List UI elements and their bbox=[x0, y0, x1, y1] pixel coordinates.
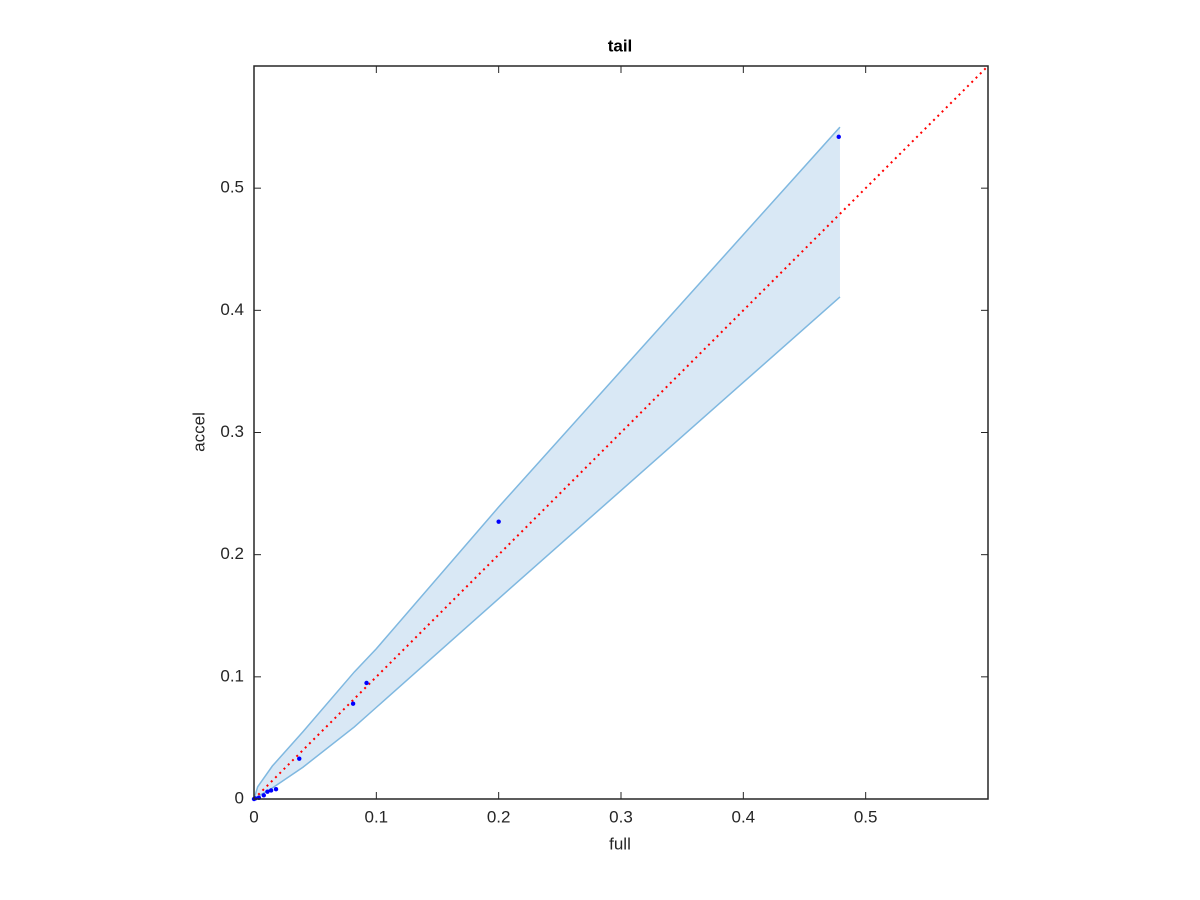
data-point bbox=[265, 789, 270, 794]
x-tick-label: 0.5 bbox=[854, 807, 878, 826]
confidence-band bbox=[254, 127, 840, 800]
data-point bbox=[496, 519, 501, 524]
y-tick-label: 0.1 bbox=[220, 666, 244, 685]
x-tick-label: 0.1 bbox=[365, 807, 389, 826]
x-axis-label: full bbox=[609, 834, 631, 853]
x-tick-label: 0.4 bbox=[732, 807, 756, 826]
band-lower-line bbox=[253, 296, 841, 800]
data-point bbox=[261, 793, 266, 798]
chart-title: tail bbox=[608, 36, 633, 55]
data-point bbox=[268, 788, 274, 793]
band-upper-line bbox=[253, 126, 841, 800]
x-tick-label: 0.3 bbox=[609, 807, 633, 826]
data-point bbox=[364, 680, 369, 686]
data-point bbox=[836, 134, 841, 140]
y-tick-label: 0.3 bbox=[220, 422, 244, 441]
data-point bbox=[297, 756, 302, 761]
x-tick-label: 0 bbox=[249, 807, 258, 826]
data-point bbox=[350, 701, 356, 706]
y-axis-label: accel bbox=[189, 412, 208, 452]
y-tick-label: 0.4 bbox=[220, 300, 244, 319]
y-tick-label: 0 bbox=[235, 788, 244, 807]
data-point bbox=[273, 787, 279, 792]
reference-line bbox=[253, 65, 989, 800]
x-tick-label: 0.2 bbox=[487, 807, 511, 826]
y-tick-label: 0.2 bbox=[220, 544, 244, 563]
y-tick-label: 0.5 bbox=[220, 178, 244, 197]
